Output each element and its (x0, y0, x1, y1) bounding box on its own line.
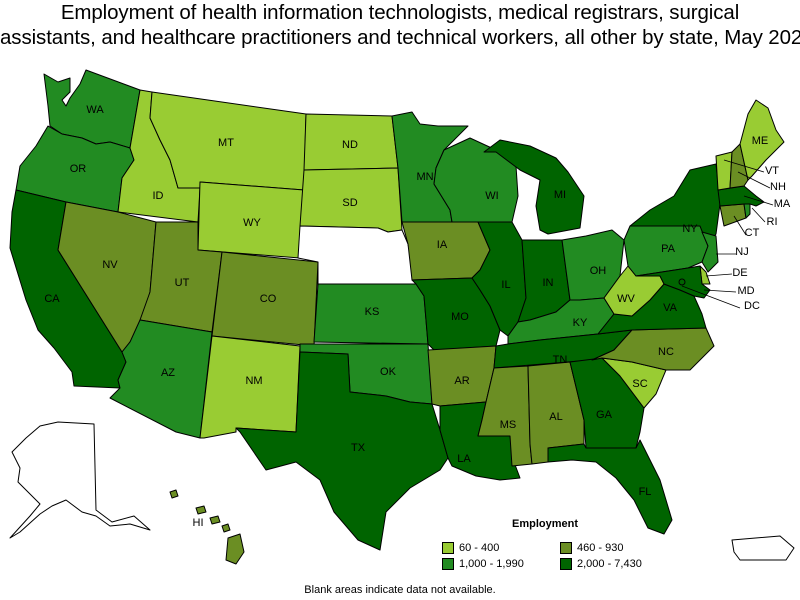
state-label-RI: RI (767, 216, 778, 228)
state-label-TX: TX (351, 442, 366, 454)
state-label-MN: MN (416, 171, 433, 183)
state-MI[interactable] (483, 139, 585, 235)
state-label-WV: WV (617, 293, 635, 305)
state-label-DC: DC (744, 300, 760, 312)
legend-label-2: 460 - 930 (577, 542, 624, 554)
state-label-AZ: AZ (161, 367, 175, 379)
state-label-KS: KS (365, 306, 380, 318)
state-label-ND: ND (342, 139, 358, 151)
legend-swatch-4 (560, 558, 572, 570)
state-CT[interactable] (719, 203, 747, 227)
title-line-2: assistants, and healthcare practitioners… (0, 26, 800, 49)
state-label-MO: MO (451, 311, 469, 323)
state-label-AL: AL (549, 411, 562, 423)
legend: Employment 60 - 400 460 - 930 1,000 - 1,… (440, 518, 670, 578)
state-label-SD: SD (342, 197, 357, 209)
footnote: Blank areas indicate data not available. (304, 584, 496, 596)
state-TX[interactable] (235, 351, 449, 551)
state-label-IL: IL (501, 279, 510, 291)
state-label-OK: OK (380, 366, 397, 378)
state-label-NM: NM (245, 375, 262, 387)
state-label-TN: TN (553, 354, 568, 366)
legend-swatch-3 (442, 558, 454, 570)
state-label-MD: MD (737, 285, 754, 297)
state-label-MS: MS (500, 419, 517, 431)
state-label-VA: VA (663, 302, 678, 314)
state-label-DE: DE (732, 267, 747, 279)
state-label-PA: PA (661, 243, 676, 255)
leader-lines (681, 159, 774, 309)
state-label-MT: MT (218, 137, 234, 149)
legend-swatch-1 (442, 542, 454, 554)
state-AK[interactable] (9, 421, 151, 539)
legend-item-3: 1,000 - 1,990 (442, 558, 524, 570)
state-label-KY: KY (573, 317, 588, 329)
state-label-MI: MI (554, 189, 566, 201)
state-label-GA: GA (596, 409, 613, 421)
legend-swatch-2 (560, 542, 572, 554)
state-label-NV: NV (102, 259, 118, 271)
state-FL[interactable] (547, 439, 673, 535)
state-label-WA: WA (86, 104, 104, 116)
state-label-WI: WI (485, 190, 498, 202)
state-label-NC: NC (658, 346, 674, 358)
state-label-WY: WY (243, 217, 261, 229)
legend-item-1: 60 - 400 (442, 542, 499, 554)
legend-label-1: 60 - 400 (459, 542, 500, 554)
state-label-MA: MA (774, 198, 791, 210)
state-NJ[interactable] (701, 231, 719, 273)
state-label-CT: CT (745, 227, 760, 239)
state-label-VT: VT (765, 165, 779, 177)
state-label-AR: AR (454, 375, 469, 387)
state-label-ME: ME (752, 135, 769, 147)
state-label-NJ: NJ (735, 246, 748, 258)
state-label-CO: CO (260, 293, 277, 305)
state-DC[interactable] (678, 278, 686, 286)
state-IA[interactable] (401, 221, 491, 281)
state-label-SC: SC (632, 378, 647, 390)
map-title: Employment of health information technol… (0, 0, 800, 50)
state-label-UT: UT (175, 277, 190, 289)
state-label-HI: HI (193, 517, 204, 529)
state-label-ID: ID (153, 190, 164, 202)
state-label-NY: NY (682, 223, 698, 235)
state-MA[interactable] (717, 185, 765, 207)
state-label-OH: OH (590, 265, 607, 277)
state-PR[interactable] (731, 535, 795, 561)
state-label-NH: NH (770, 181, 786, 193)
state-NM[interactable] (199, 335, 301, 439)
state-HI[interactable] (169, 489, 245, 565)
state-label-FL: FL (639, 486, 652, 498)
state-label-CA: CA (44, 293, 60, 305)
legend-label-4: 2,000 - 7,430 (577, 558, 642, 570)
legend-title: Employment (512, 518, 579, 530)
title-line-1: Employment of health information technol… (60, 1, 740, 24)
legend-item-2: 460 - 930 (560, 542, 623, 554)
legend-label-3: 1,000 - 1,990 (459, 558, 524, 570)
legend-item-4: 2,000 - 7,430 (560, 558, 642, 570)
state-label-OR: OR (70, 163, 87, 175)
state-label-LA: LA (457, 453, 471, 465)
state-NH[interactable] (729, 143, 749, 189)
state-VT[interactable] (715, 151, 733, 191)
state-label-IA: IA (437, 239, 448, 251)
state-label-IN: IN (543, 277, 554, 289)
state-labels: WA OR CA ID NV MT WY UT AZ CO NM ND SD KS OK TX MN IA MO AR… (44, 104, 791, 529)
